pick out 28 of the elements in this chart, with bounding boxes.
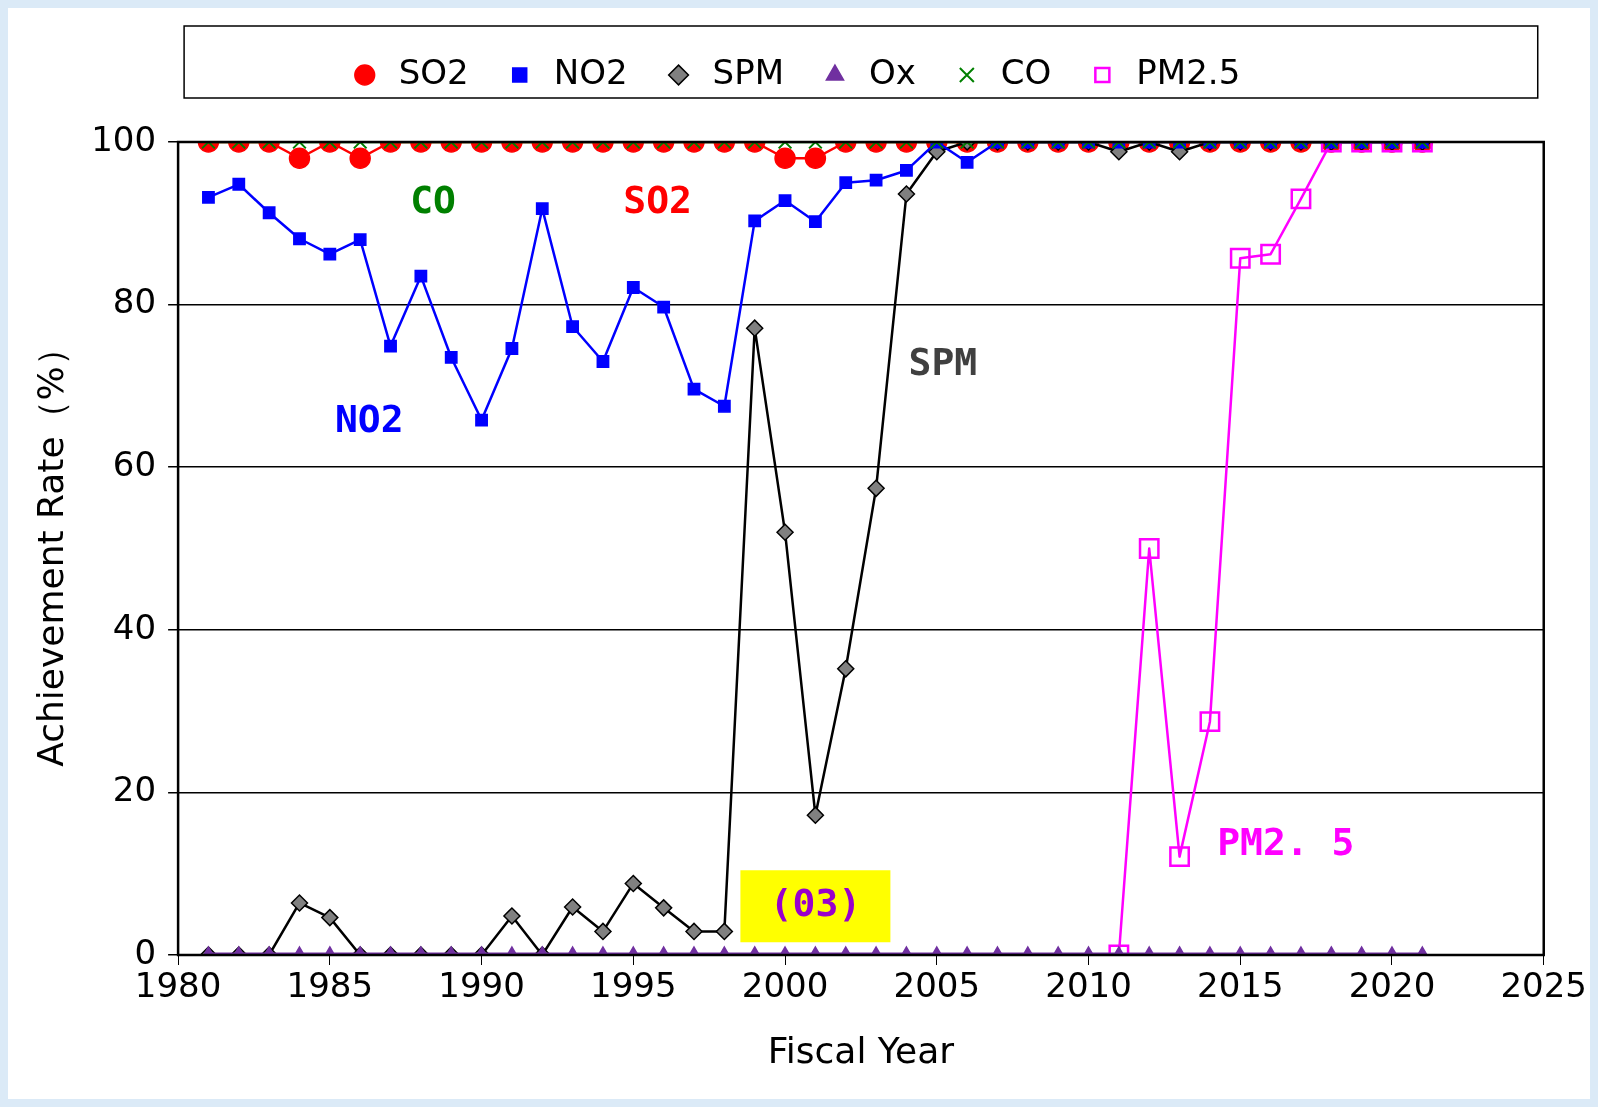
y-tick-label: 20 [112,769,157,810]
x-tick-label: 2015 [1196,965,1284,1006]
legend-label: NO2 [553,51,628,92]
legend-label: Ox [868,51,916,92]
x-tick-label: 2000 [741,965,829,1006]
y-axis-title: Achievement Rate（%） [29,330,71,767]
x-tick-label: 1995 [590,965,677,1006]
x-tick-label: 1990 [438,965,525,1006]
annotation: (03) [769,881,862,926]
y-tick-label: 100 [91,118,157,159]
x-axis-title: Fiscal Year [767,1029,955,1071]
annotation: SO2 [623,177,692,222]
annotation: NO2 [334,397,404,442]
annotation: PM2. 5 [1217,820,1355,865]
y-tick-label: 60 [112,444,157,485]
legend-label: PM2.5 [1136,51,1241,92]
x-tick-label: 2010 [1045,965,1132,1006]
annotation: SPM [908,340,978,385]
x-tick-label: 2005 [893,965,981,1006]
legend-label: CO [1000,51,1052,92]
legend-label: SO2 [398,51,469,92]
x-tick-label: 2025 [1500,965,1587,1006]
y-tick-label: 80 [112,281,157,322]
y-tick-label: 40 [112,606,157,647]
annotation: CO [410,177,456,222]
x-tick-label: 2020 [1348,965,1436,1006]
legend-label: SPM [712,51,784,92]
x-tick-label: 1985 [286,965,374,1006]
